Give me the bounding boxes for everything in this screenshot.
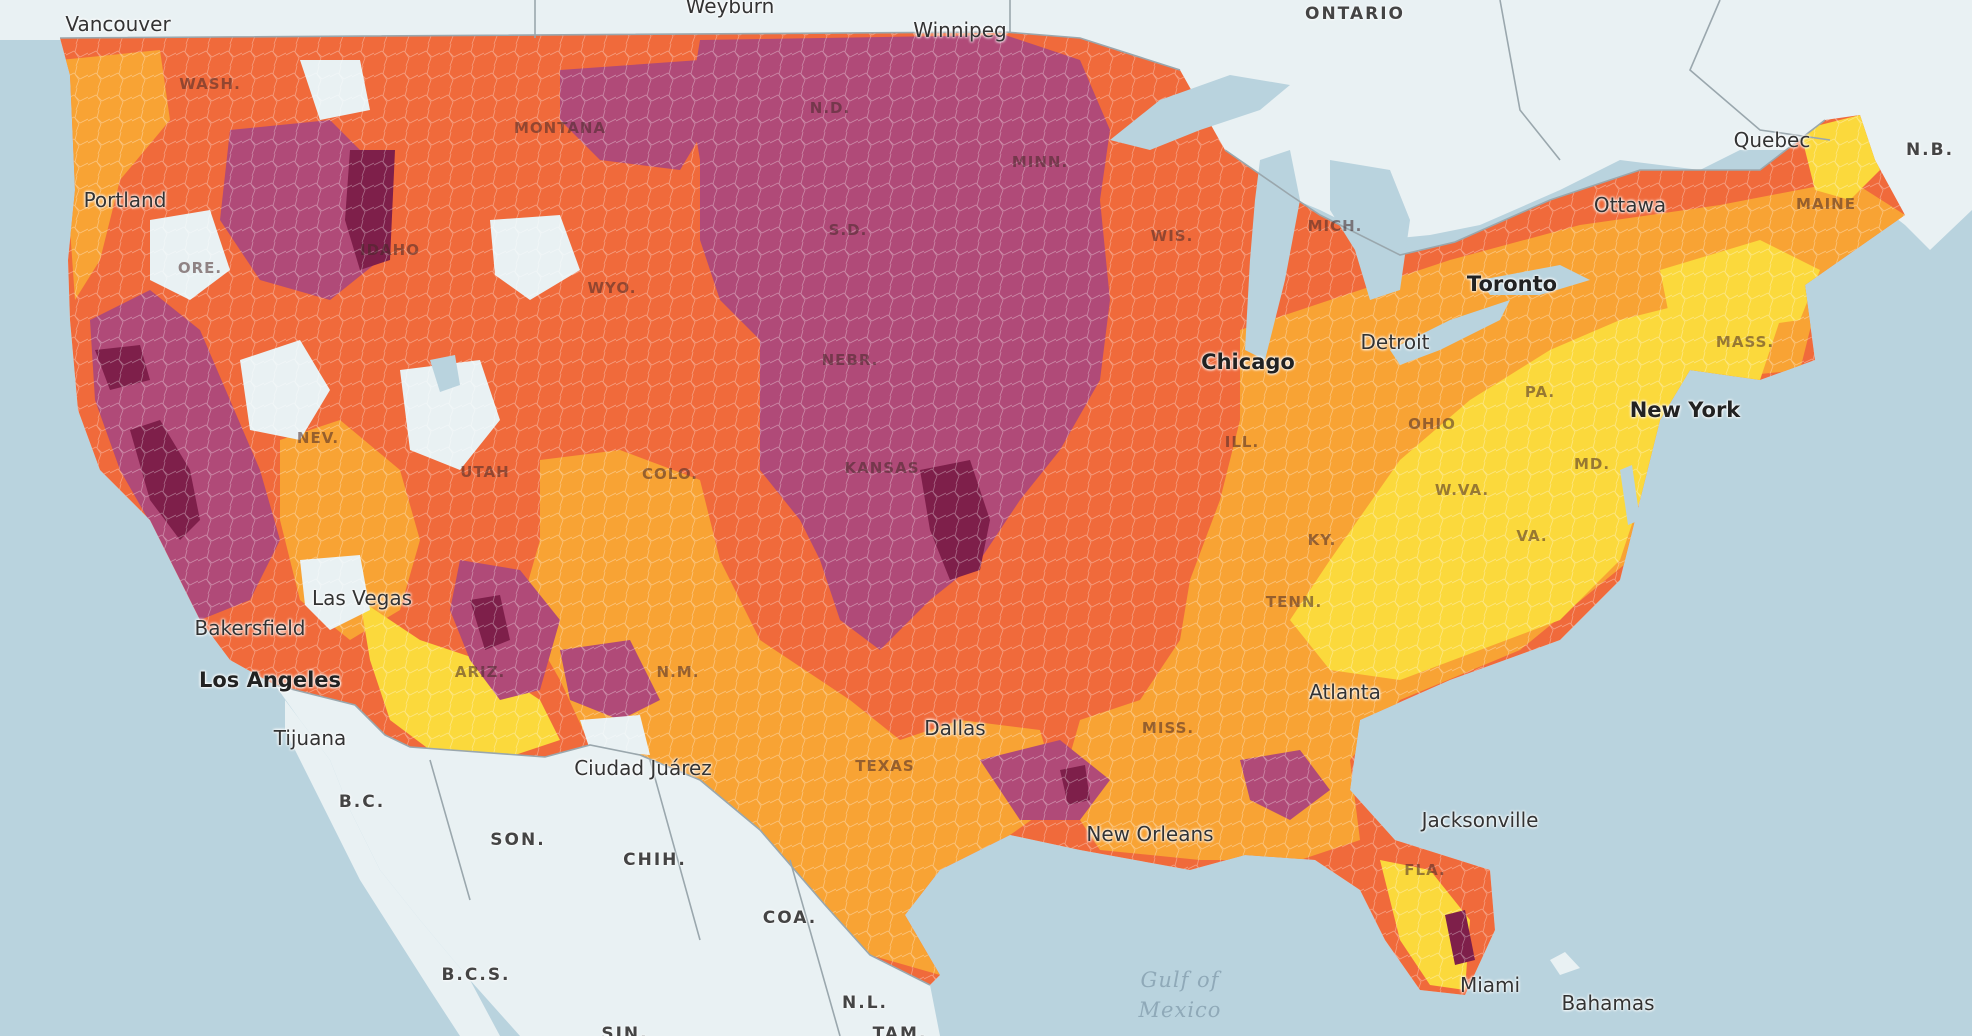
bahamas-land	[1550, 952, 1580, 975]
us-mexico-border	[274, 684, 931, 986]
province-border-a	[534, 0, 1561, 161]
canada-land	[0, 0, 1972, 250]
chesapeake-bay	[1620, 465, 1640, 525]
great-salt-lake	[430, 355, 460, 392]
lake-ontario	[1480, 265, 1590, 295]
tract-texture	[60, 32, 1905, 995]
province-border-b	[1689, 0, 1831, 141]
mexico-land	[275, 685, 940, 1036]
lake-erie	[1390, 300, 1510, 365]
lake-huron	[1330, 160, 1410, 300]
lake-superior	[1110, 75, 1290, 150]
borders-layer	[59, 0, 1831, 1036]
canada-us-border	[59, 31, 1826, 256]
baja-land	[285, 700, 500, 1036]
lake-michigan	[1245, 150, 1300, 360]
mexico-state-border	[429, 759, 841, 1036]
lakes-layer	[430, 75, 1640, 525]
